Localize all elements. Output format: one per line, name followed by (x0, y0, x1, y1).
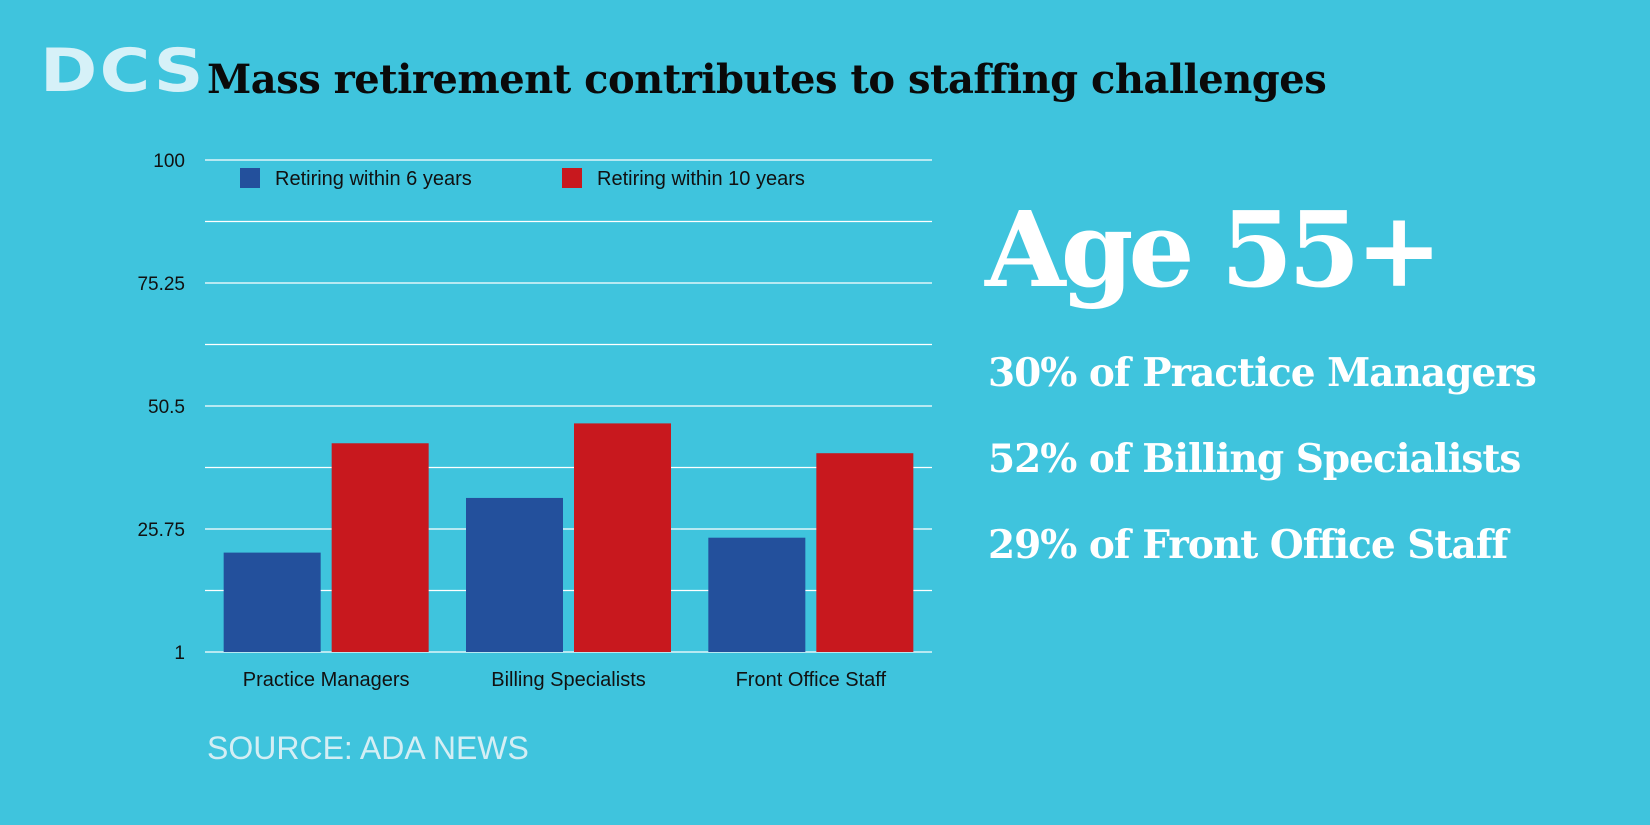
dcs-logo: DCS (40, 36, 206, 106)
legend-swatch (562, 168, 582, 188)
bar-6yr (223, 552, 321, 652)
bar-6yr (466, 497, 563, 652)
legend-swatch (240, 168, 260, 188)
y-tick-label: 1 (174, 643, 185, 664)
y-tick-label: 75.25 (137, 274, 185, 295)
bar-chart: 1 25.75 50.5 75.25 100 Practice Managers Bill… (137, 151, 932, 691)
x-category-label: Practice Managers (243, 669, 410, 691)
stat-front-office-staff: 29% of Front Office Staff (988, 522, 1508, 568)
y-tick-label: 50.5 (148, 397, 185, 418)
headline-age: Age 55+ (985, 188, 1443, 311)
chart-title: Mass retirement contributes to staffing … (207, 56, 1327, 103)
bar-10yr (331, 443, 429, 652)
source-note: SOURCE: ADA NEWS (207, 730, 529, 766)
legend: Retiring within 6 years Retiring within 1… (240, 168, 805, 190)
bar-10yr (574, 423, 671, 652)
stat-billing-specialists: 52% of Billing Specialists (988, 436, 1521, 482)
bars (223, 423, 914, 652)
stat-practice-managers: 30% of Practice Managers (988, 350, 1537, 396)
legend-label: Retiring within 10 years (597, 168, 805, 190)
y-tick-label: 100 (153, 151, 185, 172)
x-axis-labels: Practice Managers Billing Specialists Fron… (243, 669, 887, 691)
bar-6yr (708, 537, 806, 652)
x-category-label: Billing Specialists (491, 669, 646, 691)
bar-10yr (816, 453, 914, 652)
x-category-label: Front Office Staff (736, 669, 887, 691)
y-axis-ticks: 1 25.75 50.5 75.25 100 (137, 151, 185, 664)
legend-label: Retiring within 6 years (275, 168, 472, 190)
y-tick-label: 25.75 (137, 520, 185, 541)
gridlines (205, 159, 932, 653)
